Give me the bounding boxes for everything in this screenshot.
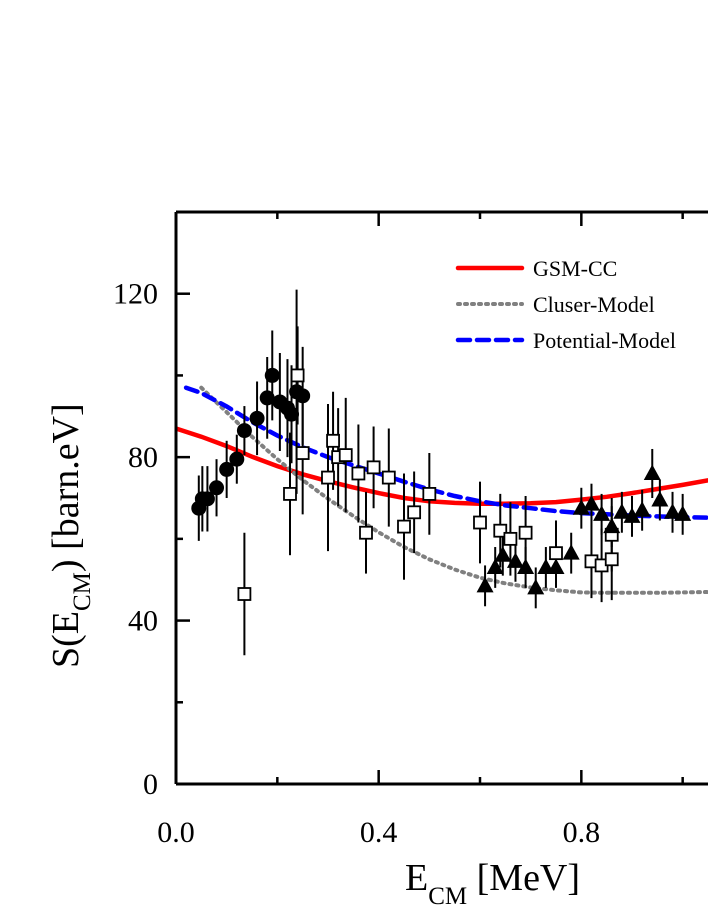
data-point-filled-triangle: [664, 503, 682, 519]
data-point-open-square: [549, 546, 563, 561]
data-point-filled-triangle: [603, 517, 621, 534]
y-axis-title: S(ECM) [barn.eV]: [45, 403, 96, 668]
data-point-filled-triangle: [613, 503, 631, 519]
data-point-filled-circle: [284, 406, 300, 422]
data-point-open-square: [381, 470, 396, 485]
legend-label: Cluser-Model: [533, 292, 655, 317]
data-point-open-square: [326, 433, 340, 448]
data-point-filled-triangle: [593, 505, 611, 521]
data-point-open-square: [493, 523, 508, 538]
legend: GSM-CC Cluser-Model Potential-Model: [455, 256, 676, 353]
data-point-open-square: [407, 505, 422, 520]
data-point-open-square: [518, 525, 533, 540]
data-point-filled-triangle: [562, 544, 580, 560]
data-point-filled-triangle: [633, 501, 651, 517]
data-point-filled-triangle: [506, 552, 524, 568]
data-point-open-square: [397, 519, 411, 534]
data-point-open-square: [237, 587, 252, 601]
y-tick-label: 80: [128, 441, 158, 474]
data-point-filled-circle: [236, 423, 252, 439]
data-point-open-square: [422, 487, 437, 501]
data-point-filled-circle: [295, 388, 311, 404]
data-point-filled-circle: [264, 367, 280, 383]
data-point-filled-triangle: [582, 495, 600, 511]
data-point-filled-triangle: [643, 464, 661, 480]
data-point-filled-triangle: [494, 546, 512, 562]
data-point-open-square: [338, 448, 353, 463]
data-point-open-square: [503, 531, 518, 546]
data-point-filled-circle: [199, 491, 215, 507]
data-point-open-square: [295, 446, 310, 460]
data-point-filled-circle: [219, 461, 235, 477]
data-point-filled-triangle: [476, 576, 494, 593]
curve-2: [183, 385, 708, 520]
data-point-filled-triangle: [651, 491, 669, 507]
x-tick-label: 0.8: [563, 816, 601, 849]
data-point-filled-triangle: [572, 499, 590, 515]
x-tick-label: 0.4: [360, 816, 398, 849]
y-tick-label: 40: [128, 605, 158, 638]
legend-label: GSM-CC: [533, 256, 617, 281]
x-tick-label: 0.0: [157, 816, 195, 849]
data-point-filled-circle: [209, 480, 225, 496]
y-tick-label: 120: [113, 278, 158, 311]
data-point-open-square: [366, 460, 381, 475]
data-point-open-square: [473, 515, 487, 530]
data-point-filled-triangle: [527, 578, 545, 595]
data-point-open-square: [351, 466, 366, 481]
data-point-filled-circle: [229, 451, 245, 467]
data-point-open-square: [321, 470, 335, 485]
legend-label: Potential-Model: [533, 328, 676, 353]
data-point-filled-circle: [249, 410, 265, 426]
curve-1: [199, 385, 708, 595]
data-point-open-square: [604, 552, 619, 567]
data-point-filled-triangle: [547, 558, 565, 574]
curve-0: [176, 426, 708, 506]
x-axis-title: ECM [MeV]: [405, 857, 580, 910]
data-point-open-square: [359, 525, 373, 540]
data-point-filled-triangle: [623, 507, 641, 523]
data-point-open-square: [290, 368, 305, 383]
data-point-open-square: [283, 487, 297, 501]
data-point-filled-triangle: [517, 558, 535, 574]
data-point-filled-triangle: [486, 558, 504, 574]
data-point-filled-circle: [259, 390, 275, 406]
y-tick-label: 0: [143, 768, 158, 801]
data-point-filled-triangle: [674, 505, 692, 521]
